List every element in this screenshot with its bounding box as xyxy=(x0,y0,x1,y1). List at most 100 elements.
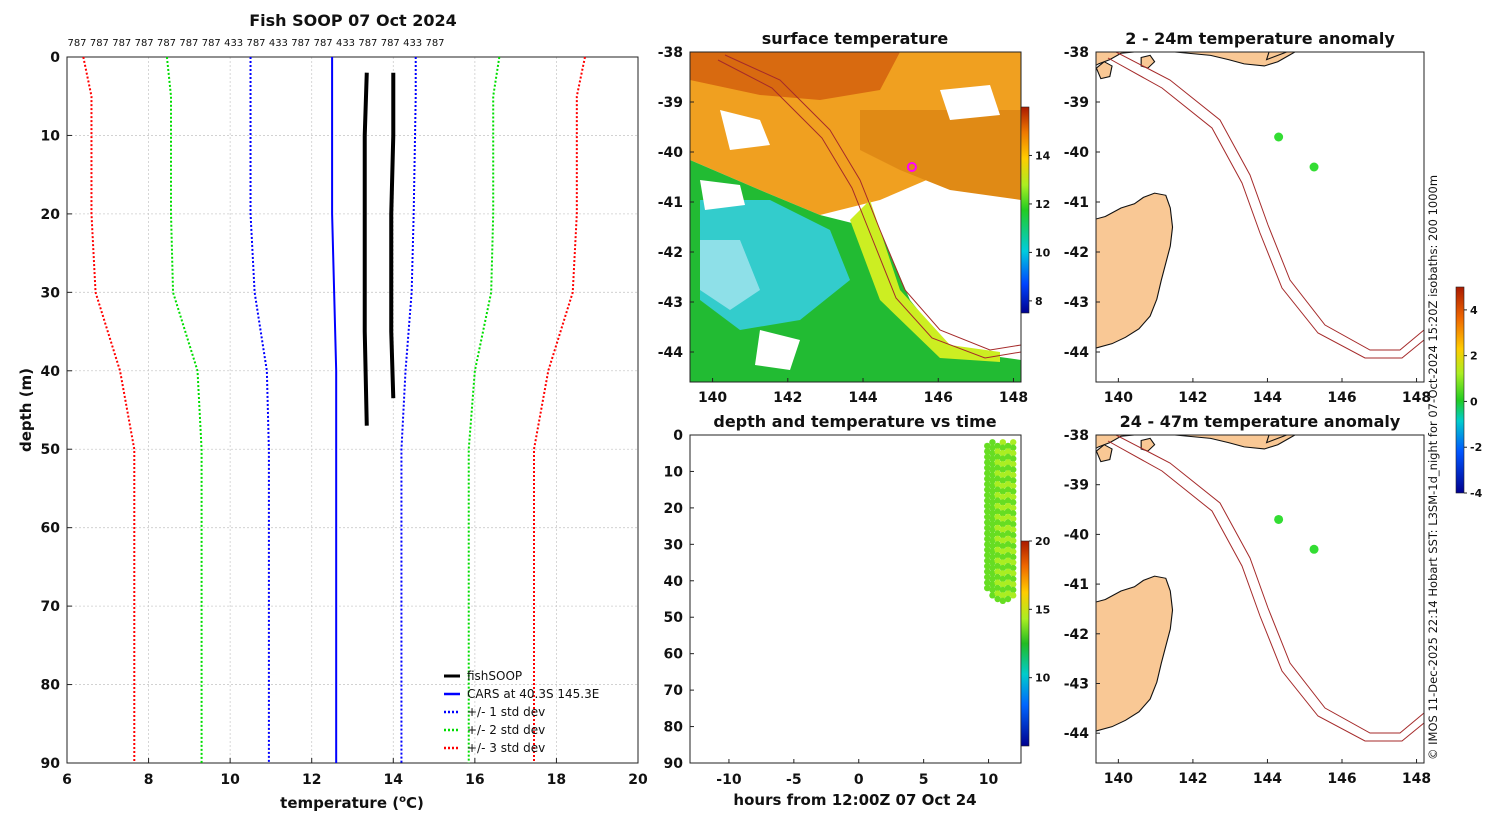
sst-isobath-1000 xyxy=(717,59,1021,359)
depth-time-point xyxy=(1010,515,1017,523)
depth-time-point xyxy=(984,563,991,570)
anomaly-shallow-points xyxy=(1274,132,1319,172)
depth-time-point xyxy=(1004,442,1012,450)
depth-time-point xyxy=(1010,450,1017,457)
sample-count: 787 xyxy=(425,38,444,49)
anomaly-point xyxy=(1274,514,1284,524)
depth-time-point xyxy=(984,491,991,499)
profile-axes-frame xyxy=(66,56,639,764)
y-tick-label: 50 xyxy=(41,442,61,458)
depth-time-point xyxy=(994,579,1001,586)
depth-time-point xyxy=(1010,548,1017,555)
anomaly-shallow-y-ticks: -38 -39 -40 -41 -42 -43 -44 xyxy=(1064,45,1100,361)
depth-time-point xyxy=(989,559,996,566)
x-tick-label: 20 xyxy=(628,772,648,788)
sst-x-tick-label: 148 xyxy=(999,390,1028,406)
depth-time-colorbar-tick-label: 15 xyxy=(1035,603,1050,616)
depth-time-point xyxy=(1010,592,1017,599)
anomaly-deep-isobath-200 xyxy=(1115,435,1424,734)
sst-map-title: surface temperature xyxy=(762,29,949,48)
depth-time-point xyxy=(1010,444,1017,451)
time-x-tick-label: -5 xyxy=(786,772,802,788)
y-tick-label: 10 xyxy=(41,128,61,144)
depth-time-point xyxy=(989,510,996,517)
depth-time-point xyxy=(999,586,1007,594)
anomaly-shallow-x-tick-label: 140 xyxy=(1104,390,1133,406)
depth-time-point xyxy=(994,491,1001,499)
depth-time-point xyxy=(989,564,996,572)
depth-time-point xyxy=(999,597,1007,605)
anomaly-deep-y-tick-label: -44 xyxy=(1064,726,1090,742)
time-y-tick-label: 30 xyxy=(664,537,684,553)
sst-x-ticks: 140 142 144 146 148 xyxy=(698,378,1028,406)
anomaly-deep-points xyxy=(1274,514,1319,554)
profile-x-ticks: 6 8 10 12 14 16 18 20 xyxy=(62,758,648,788)
depth-time-colorbar xyxy=(1020,540,1030,747)
depth-time-point xyxy=(989,537,996,544)
depth-time-point xyxy=(1004,459,1012,466)
depth-time-point xyxy=(984,584,991,592)
depth-time-point xyxy=(1010,526,1017,533)
anomaly-deep-x-ticks: 140 142 144 146 148 xyxy=(1104,759,1431,787)
depth-time-point xyxy=(1004,524,1012,532)
x-tick-label: 8 xyxy=(144,772,154,788)
depth-time-point xyxy=(999,581,1007,588)
depth-time-point xyxy=(989,493,996,501)
depth-time-point xyxy=(1004,470,1012,477)
depth-time-point xyxy=(1010,542,1017,550)
depth-time-point xyxy=(984,508,991,515)
depth-time-point xyxy=(989,586,996,594)
depth-time-point xyxy=(1004,453,1012,461)
anomaly-deep-x-tick-label: 142 xyxy=(1178,771,1207,787)
depth-time-point xyxy=(984,475,991,482)
depth-time-point xyxy=(989,581,996,588)
side-caption: © IMOS 11-Dec-2025 22:14 Hobart SST: L3S… xyxy=(1426,175,1440,760)
depth-time-point xyxy=(999,515,1007,523)
anomaly-shallow-y-tick-label: -41 xyxy=(1064,195,1089,211)
depth-time-point xyxy=(984,453,991,461)
series--1-std-dev xyxy=(249,57,270,763)
depth-time-point xyxy=(1010,570,1017,577)
sst-x-tick-label: 146 xyxy=(924,390,953,406)
anomaly-shallow-x-ticks: 140 142 144 146 148 xyxy=(1104,378,1431,406)
sst-map-panel: surface temperature 140 142 144 146 148 -38-… xyxy=(658,29,1051,406)
time-y-tick-label: 0 xyxy=(673,428,683,444)
depth-time-point xyxy=(1010,510,1017,517)
depth-time-point xyxy=(1004,530,1012,537)
depth-time-point xyxy=(984,568,991,575)
depth-time-point xyxy=(984,513,991,521)
y-tick-label: 80 xyxy=(41,678,61,694)
sst-y-tick-label: -38 xyxy=(658,45,683,61)
depth-time-point xyxy=(984,486,991,493)
anomaly-colorbar-tick-label: -4 xyxy=(1470,487,1483,500)
depth-time-point xyxy=(984,470,991,477)
depth-time-point xyxy=(1010,581,1017,588)
anomaly-shallow-isobath-1000 xyxy=(1107,57,1424,359)
depth-time-point xyxy=(999,488,1007,495)
depth-time-point xyxy=(999,455,1007,462)
anomaly-shallow-y-tick-label: -38 xyxy=(1064,45,1089,61)
depth-time-point xyxy=(1010,471,1017,479)
sample-count: 787 xyxy=(112,38,131,49)
time-y-tick-label: 70 xyxy=(664,683,684,699)
sample-count: 787 xyxy=(358,38,377,49)
series-cars-at-40-3s-145-3e xyxy=(331,57,338,763)
x-tick-label: 14 xyxy=(384,772,404,788)
depth-time-point xyxy=(994,535,1001,543)
depth-time-point xyxy=(999,521,1007,528)
depth-time-panel: depth and temperature vs time -10 -5 0 5 10 … xyxy=(664,412,1051,809)
sample-counts: 787 787 787 787 787 787 787 433 787 433 787 787 433 7… xyxy=(67,38,444,49)
depth-time-point xyxy=(984,579,991,586)
depth-time-point xyxy=(1010,460,1017,468)
time-y-tick-label: 50 xyxy=(664,610,684,626)
sample-count: 787 xyxy=(202,38,221,49)
anomaly-shallow-isobath-200 xyxy=(1115,52,1424,351)
sample-count: 433 xyxy=(403,38,422,49)
anomaly-shallow-y-tick-label: -42 xyxy=(1064,245,1089,261)
depth-time-point xyxy=(989,548,996,555)
depth-time-point xyxy=(994,513,1001,521)
anomaly-shallow-x-tick-label: 146 xyxy=(1327,390,1356,406)
series-fishsoop xyxy=(362,72,369,426)
depth-time-point xyxy=(1010,564,1017,572)
sst-y-tick-label: -39 xyxy=(658,95,683,111)
